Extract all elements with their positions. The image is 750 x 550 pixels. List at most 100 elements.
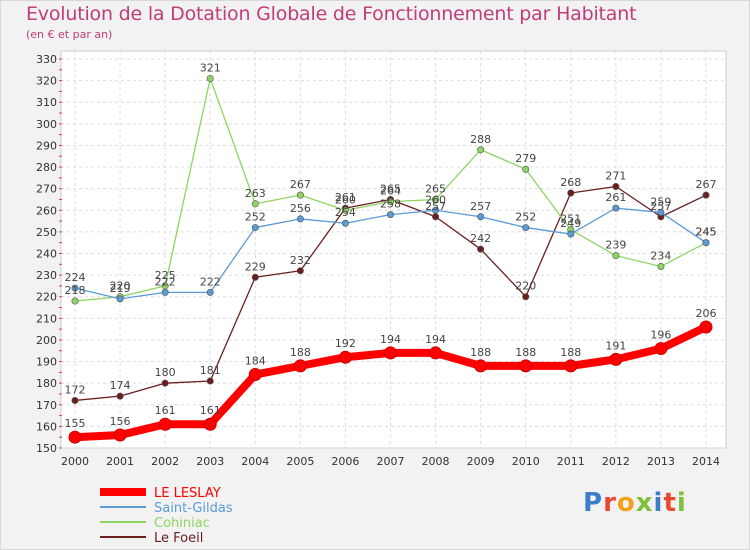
data-point	[567, 230, 575, 238]
data-label: 267	[696, 178, 717, 191]
data-label: 161	[200, 404, 221, 417]
data-point	[654, 342, 668, 356]
data-label: 180	[155, 366, 176, 379]
data-point	[699, 320, 713, 334]
data-label: 256	[290, 202, 311, 215]
proxiti-logo: Proxiti	[583, 488, 687, 518]
data-label: 188	[470, 346, 491, 359]
data-label: 229	[245, 260, 266, 273]
logo-letter: x	[635, 488, 654, 518]
data-label: 252	[515, 211, 536, 224]
y-tick-label: 210	[36, 312, 57, 325]
data-point	[519, 359, 533, 373]
y-tick-label: 280	[36, 161, 57, 174]
y-tick-label: 220	[36, 291, 57, 304]
x-tick-label: 2007	[377, 455, 405, 468]
legend-label: Cohiniac	[154, 516, 210, 531]
data-label: 261	[605, 191, 626, 204]
logo-letter: P	[583, 488, 604, 518]
data-point	[113, 428, 127, 442]
y-tick-label: 160	[36, 420, 57, 433]
data-label: 156	[110, 415, 131, 428]
data-label: 206	[696, 307, 717, 320]
logo-letter: t	[663, 488, 677, 518]
data-point	[341, 206, 349, 214]
x-tick-label: 2004	[241, 455, 269, 468]
data-label: 265	[380, 182, 401, 195]
data-point	[251, 224, 259, 232]
data-point	[657, 208, 665, 216]
y-tick-label: 150	[36, 442, 57, 455]
data-label: 161	[155, 404, 176, 417]
data-point	[71, 284, 79, 292]
x-tick-label: 2011	[557, 455, 585, 468]
data-point	[206, 377, 214, 385]
data-point	[386, 211, 394, 219]
data-point	[522, 224, 530, 232]
y-tick-label: 200	[36, 334, 57, 347]
data-point	[206, 74, 214, 82]
y-tick-label: 190	[36, 356, 57, 369]
data-point	[609, 352, 623, 366]
data-label: 257	[650, 200, 671, 213]
data-label: 194	[425, 333, 446, 346]
legend-label: LE LESLAY	[154, 486, 221, 501]
y-tick-label: 240	[36, 248, 57, 261]
data-label: 218	[65, 284, 86, 297]
y-tick-label: 250	[36, 226, 57, 239]
data-label: 267	[290, 178, 311, 191]
data-point	[612, 183, 620, 191]
data-label: 254	[335, 206, 356, 219]
data-label: 174	[110, 379, 131, 392]
data-point	[612, 252, 620, 260]
data-label: 225	[155, 269, 176, 282]
data-point	[474, 359, 488, 373]
data-label: 219	[110, 282, 131, 295]
y-tick-label: 300	[36, 118, 57, 131]
x-tick-label: 2013	[647, 455, 675, 468]
data-point	[161, 379, 169, 387]
data-label: 264	[380, 185, 401, 198]
data-label: 258	[380, 198, 401, 211]
data-point	[477, 213, 485, 221]
data-label: 196	[650, 329, 671, 342]
data-label: 261	[335, 191, 356, 204]
data-point	[702, 191, 710, 199]
x-tick-label: 2003	[196, 455, 224, 468]
data-label: 220	[515, 280, 536, 293]
data-point	[567, 189, 575, 197]
logo-letter: i	[653, 488, 664, 518]
data-point	[248, 368, 262, 382]
data-point	[71, 297, 79, 305]
data-label: 257	[470, 200, 491, 213]
data-point	[71, 396, 79, 404]
data-label: 232	[290, 254, 311, 267]
data-point	[432, 213, 440, 221]
data-label: 260	[425, 193, 446, 206]
data-point	[203, 417, 217, 431]
y-tick-label: 230	[36, 269, 57, 282]
x-tick-label: 2014	[692, 455, 720, 468]
data-label: 194	[380, 333, 401, 346]
y-tick-label: 170	[36, 399, 57, 412]
y-tick-label: 330	[36, 53, 57, 66]
data-point	[251, 200, 259, 208]
chart-subtitle: (en € et par an)	[26, 28, 113, 41]
y-tick-label: 270	[36, 183, 57, 196]
data-point	[432, 206, 440, 214]
data-label: 245	[696, 226, 717, 239]
plot-area	[60, 50, 727, 449]
data-point	[564, 359, 578, 373]
data-point	[116, 392, 124, 400]
x-tick-label: 2009	[467, 455, 495, 468]
data-point	[522, 293, 530, 301]
data-point	[612, 204, 620, 212]
data-label: 184	[245, 355, 266, 368]
data-point	[293, 359, 307, 373]
y-tick-label: 290	[36, 139, 57, 152]
data-label: 191	[605, 339, 626, 352]
data-point	[206, 288, 214, 296]
data-label: 239	[605, 239, 626, 252]
logo-letter: o	[616, 488, 636, 518]
